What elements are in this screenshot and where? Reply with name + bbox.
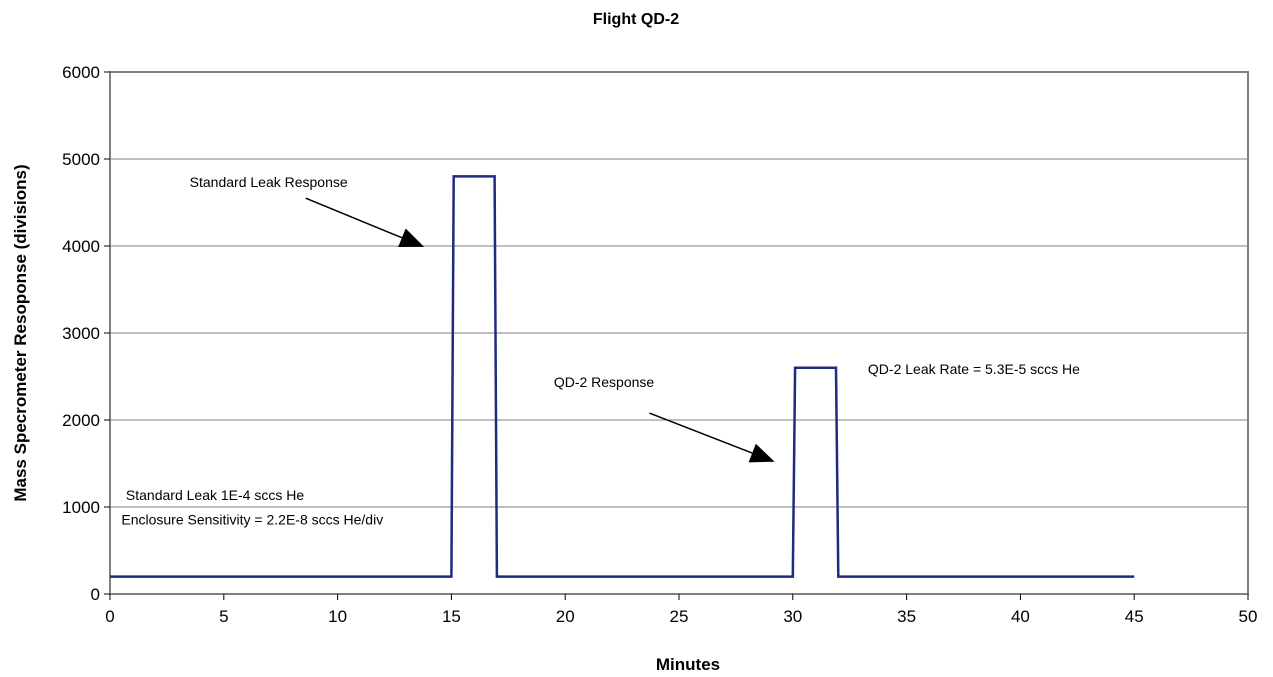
y-axis-label: Mass Specrometer Resoponse (divisions) bbox=[11, 164, 30, 501]
x-tick-label: 20 bbox=[556, 607, 575, 626]
annotation-qd2-response: QD-2 Response bbox=[554, 374, 655, 390]
x-tick-label: 40 bbox=[1011, 607, 1030, 626]
y-tick-label: 5000 bbox=[62, 150, 100, 169]
y-tick-label: 0 bbox=[91, 585, 100, 604]
x-tick-label: 50 bbox=[1239, 607, 1258, 626]
arrowhead bbox=[398, 228, 425, 247]
annotation-standard-leak: Standard Leak 1E-4 sccs He bbox=[126, 487, 304, 503]
annotations: Standard Leak Response QD-2 Response QD-2 … bbox=[121, 174, 1080, 528]
x-axis: 0 5 10 15 20 25 30 35 40 45 50 bbox=[105, 594, 1257, 626]
x-tick-label: 35 bbox=[897, 607, 916, 626]
x-tick-label: 10 bbox=[328, 607, 347, 626]
y-tick-label: 2000 bbox=[62, 411, 100, 430]
y-tick-label: 6000 bbox=[62, 63, 100, 82]
gridlines bbox=[110, 158, 1248, 508]
annotation-qd2-leak-rate: QD-2 Leak Rate = 5.3E-5 sccs He bbox=[868, 361, 1080, 377]
y-axis: 0 1000 2000 3000 4000 5000 6000 bbox=[62, 63, 110, 604]
arrowhead bbox=[748, 443, 775, 463]
x-tick-label: 25 bbox=[670, 607, 689, 626]
annotation-standard-leak-response: Standard Leak Response bbox=[190, 174, 348, 190]
x-tick-label: 45 bbox=[1125, 607, 1144, 626]
x-axis-label: Minutes bbox=[656, 655, 720, 674]
chart-title: Flight QD-2 bbox=[593, 11, 679, 28]
x-tick-label: 30 bbox=[783, 607, 802, 626]
x-tick-label: 0 bbox=[105, 607, 114, 626]
series-layer bbox=[109, 175, 1135, 578]
y-tick-label: 1000 bbox=[62, 498, 100, 517]
arrow-line bbox=[305, 197, 403, 239]
y-tick-label: 4000 bbox=[62, 237, 100, 256]
y-tick-label: 3000 bbox=[62, 324, 100, 343]
series-line bbox=[110, 175, 1135, 578]
x-tick-label: 5 bbox=[219, 607, 228, 626]
annotation-enclosure-sensitivity: Enclosure Sensitivity = 2.2E-8 sccs He/d… bbox=[121, 511, 383, 527]
arrow-line bbox=[649, 412, 753, 454]
x-tick-label: 15 bbox=[442, 607, 461, 626]
